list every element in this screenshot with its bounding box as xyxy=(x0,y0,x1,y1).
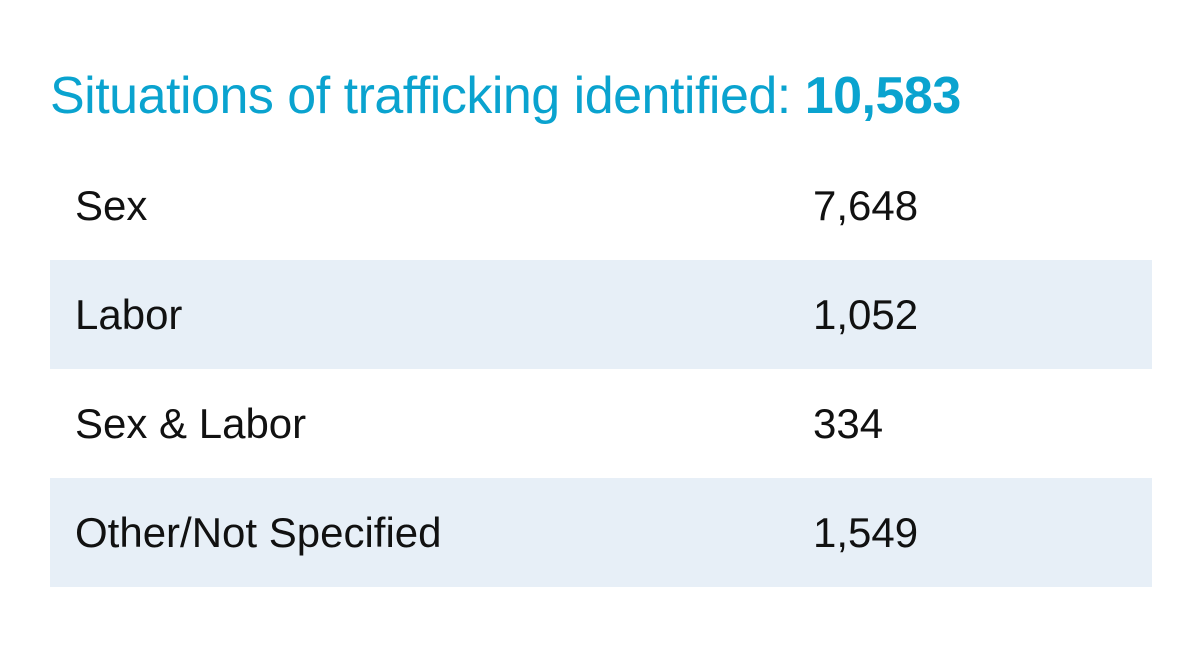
table-row: Sex & Labor 334 xyxy=(50,369,1152,478)
row-label: Other/Not Specified xyxy=(75,509,442,556)
total: 10,583 xyxy=(804,67,962,125)
row-label: Sex & Labor xyxy=(75,400,307,447)
title-line: Situations of trafficking identified: 10… xyxy=(50,66,961,126)
title: Situations of trafficking identified: xyxy=(50,67,791,125)
row-label: Labor xyxy=(75,291,183,338)
row-value: 7,648 xyxy=(813,182,919,229)
row-value: 1,052 xyxy=(813,291,919,338)
row-value: 1,549 xyxy=(813,509,919,556)
table-row: Sex 7,648 xyxy=(50,151,1152,260)
row-label: Sex xyxy=(75,182,148,229)
row-value: 334 xyxy=(813,400,884,447)
table-row: Labor 1,052 xyxy=(50,260,1152,369)
table-row: Other/Not Specified 1,549 xyxy=(50,478,1152,587)
table: Sex 7,648 Labor 1,052 Sex & Labor 334 Other/No… xyxy=(50,151,1152,587)
